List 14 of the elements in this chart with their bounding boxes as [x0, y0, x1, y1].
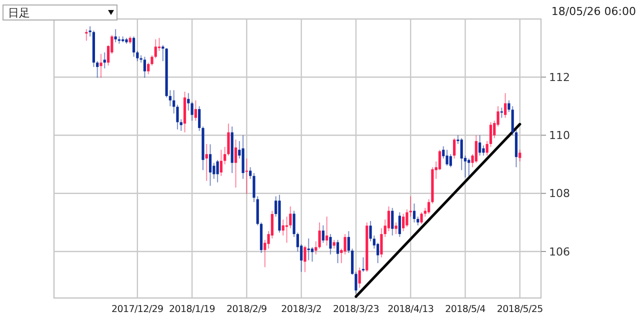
x-tick-label: 2018/3/23 [332, 304, 380, 315]
x-tick-label: 2018/1/19 [169, 304, 216, 315]
y-tick-label: 108 [549, 187, 570, 200]
x-tick-label: 2018/5/25 [496, 304, 544, 315]
text: 日足 [8, 6, 30, 20]
x-tick-label: 2018/5/4 [445, 304, 486, 315]
text: 18/05/26 06:00 [551, 5, 636, 18]
y-tick-label: 112 [549, 70, 570, 84]
x-tick-label: 2018/4/13 [388, 304, 434, 315]
x-tick-label: 2018/3/2 [281, 304, 322, 315]
x-tick-label: 2017/12/29 [112, 304, 164, 315]
y-tick-label: 106 [549, 245, 570, 258]
y-tick-label: 110 [549, 129, 570, 142]
x-tick-label: 2018/2/9 [226, 304, 268, 315]
